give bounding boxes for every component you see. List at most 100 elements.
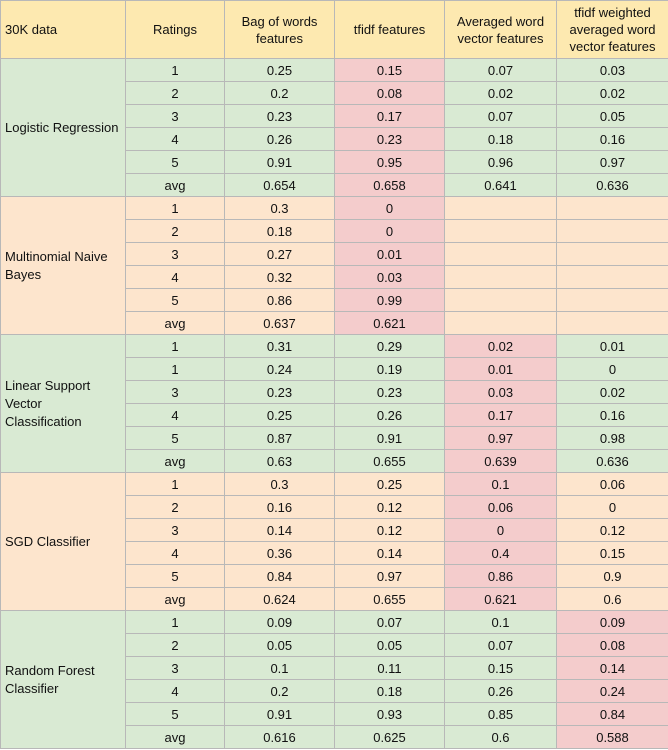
header-bag-of-words: Bag of words features — [224, 0, 335, 59]
score-cell: 0.1 — [224, 656, 335, 680]
score-cell: 0.19 — [334, 357, 445, 381]
score-cell: 0.637 — [224, 311, 335, 335]
score-cell: 0.06 — [444, 495, 557, 519]
score-cell: 0.14 — [334, 541, 445, 565]
rating-cell: 4 — [125, 127, 225, 151]
score-cell: 0.25 — [334, 472, 445, 496]
score-cell: 0.2 — [224, 679, 335, 703]
score-cell: 0.08 — [334, 81, 445, 105]
table-row: 5 0.84 0.97 0.86 0.9 — [1, 564, 668, 588]
score-cell: 0.18 — [334, 679, 445, 703]
score-cell: 0.1 — [444, 472, 557, 496]
score-cell: 0.27 — [224, 242, 335, 266]
score-cell: 0.639 — [444, 449, 557, 473]
rating-cell: 1 — [125, 58, 225, 82]
rating-cell: 1 — [125, 610, 225, 634]
score-cell: 0.16 — [556, 127, 668, 151]
score-cell — [444, 242, 557, 266]
score-cell: 0 — [334, 196, 445, 220]
score-cell: 0.24 — [224, 357, 335, 381]
header-tfidf-weighted-vector: tfidf weighted averaged word vector feat… — [556, 0, 668, 59]
table-row: Linear Support Vector Classification 1 0.3… — [0, 334, 668, 473]
score-cell: 0.14 — [224, 518, 335, 542]
table-row: Multinomial Naive Bayes 1 0.3 0 — [0, 196, 668, 335]
table-row: 5 0.86 0.99 — [1, 288, 668, 312]
score-cell: 0.624 — [224, 587, 335, 611]
score-cell: 0.05 — [224, 633, 335, 657]
rating-cell: avg — [125, 587, 225, 611]
rating-cell: 2 — [125, 219, 225, 243]
score-cell: 0.16 — [556, 403, 668, 427]
rating-cell: 5 — [125, 564, 225, 588]
score-cell: 0 — [556, 357, 668, 381]
table-row: 5 0.91 0.93 0.85 0.84 — [1, 702, 668, 726]
score-cell: 0.07 — [444, 633, 557, 657]
score-cell: 0.625 — [334, 725, 445, 749]
score-cell: 0.654 — [224, 173, 335, 197]
score-cell: 0.36 — [224, 541, 335, 565]
score-cell: 0.621 — [334, 311, 445, 335]
score-cell: 0.655 — [334, 587, 445, 611]
score-cell: 0.18 — [224, 219, 335, 243]
score-cell — [444, 196, 557, 220]
rating-cell: 1 — [125, 196, 225, 220]
table-row: avg 0.63 0.655 0.639 0.636 — [1, 449, 668, 473]
score-cell: 0.16 — [224, 495, 335, 519]
score-cell: 0.01 — [334, 242, 445, 266]
score-cell: 0.658 — [334, 173, 445, 197]
score-cell: 0.1 — [444, 610, 557, 634]
table-row: Logistic Regression 1 0.25 0.15 0.07 0.03 — [0, 58, 668, 197]
score-cell: 0.91 — [334, 426, 445, 450]
score-cell — [556, 288, 668, 312]
score-cell: 0.26 — [334, 403, 445, 427]
rating-cell: 5 — [125, 702, 225, 726]
rating-cell: 3 — [125, 104, 225, 128]
score-cell: 0.3 — [224, 472, 335, 496]
table-row: 5 0.87 0.91 0.97 0.98 — [1, 426, 668, 450]
rating-cell: 1 — [125, 334, 225, 358]
score-cell: 0.03 — [556, 58, 668, 82]
score-cell: 0.24 — [556, 679, 668, 703]
score-cell: 0.98 — [556, 426, 668, 450]
score-cell: 0.86 — [224, 288, 335, 312]
score-cell: 0.616 — [224, 725, 335, 749]
score-cell: 0.93 — [334, 702, 445, 726]
score-cell: 0.03 — [444, 380, 557, 404]
score-cell: 0.63 — [224, 449, 335, 473]
score-cell: 0 — [556, 495, 668, 519]
table-row: 3 0.23 0.23 0.03 0.02 — [1, 380, 668, 404]
score-cell: 0.25 — [224, 58, 335, 82]
rating-cell: 2 — [125, 495, 225, 519]
score-cell: 0.05 — [334, 633, 445, 657]
score-cell: 0.2 — [224, 81, 335, 105]
score-cell: 0.23 — [334, 127, 445, 151]
rating-cell: 5 — [125, 150, 225, 174]
header-row: 30K data Ratings Bag of words features t… — [0, 0, 668, 59]
score-cell: 0.86 — [444, 564, 557, 588]
score-cell: 0.4 — [444, 541, 557, 565]
score-cell: 0.97 — [444, 426, 557, 450]
table-row: SGD Classifier 1 0.3 0.25 0.1 0.06 — [0, 472, 668, 611]
score-cell: 0.95 — [334, 150, 445, 174]
model-name: Multinomial Naive Bayes — [0, 196, 126, 335]
rating-cell: 3 — [125, 242, 225, 266]
score-cell — [556, 311, 668, 335]
header-tfidf: tfidf features — [334, 0, 445, 59]
score-cell: 0.84 — [224, 564, 335, 588]
rating-cell: 5 — [125, 426, 225, 450]
score-cell: 0.91 — [224, 150, 335, 174]
score-cell: 0.3 — [224, 196, 335, 220]
score-cell: 0.11 — [334, 656, 445, 680]
score-cell: 0.02 — [444, 334, 557, 358]
score-cell: 0.23 — [334, 380, 445, 404]
table-row: 5 0.91 0.95 0.96 0.97 — [1, 150, 668, 174]
score-cell: 0.07 — [334, 610, 445, 634]
table-row: Random Forest Classifier 1 0.09 0.07 0.1 0.09 — [0, 610, 668, 749]
table-row: 4 0.2 0.18 0.26 0.24 — [1, 679, 668, 703]
score-cell: 0.588 — [556, 725, 668, 749]
rating-cell: avg — [125, 173, 225, 197]
score-cell: 0.23 — [224, 380, 335, 404]
score-cell: 0.14 — [556, 656, 668, 680]
score-cell: 0 — [444, 518, 557, 542]
